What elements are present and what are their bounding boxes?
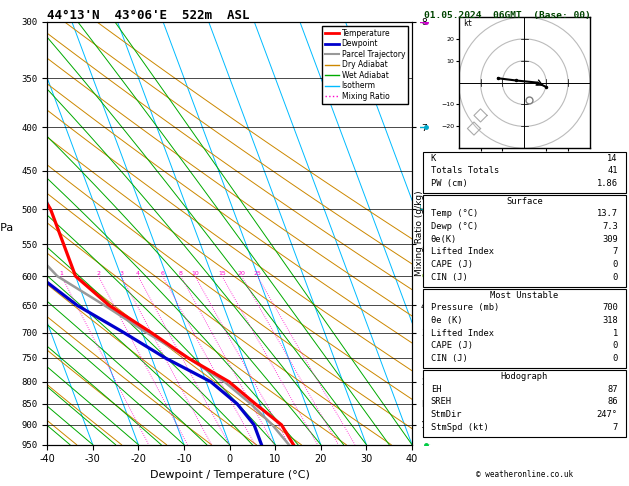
Text: 15: 15 (218, 271, 226, 276)
Text: Mixing Ratio (g/kg): Mixing Ratio (g/kg) (415, 191, 424, 276)
Text: 41: 41 (607, 166, 618, 175)
Text: CIN (J): CIN (J) (431, 273, 467, 282)
Text: 6: 6 (161, 271, 165, 276)
Text: Temp (°C): Temp (°C) (431, 209, 478, 219)
Text: 247°: 247° (597, 410, 618, 419)
Text: 318: 318 (602, 316, 618, 325)
Text: 700: 700 (602, 303, 618, 312)
Text: StmSpd (kt): StmSpd (kt) (431, 422, 489, 432)
Text: EH: EH (431, 384, 442, 394)
Text: 1: 1 (613, 329, 618, 338)
Text: 7: 7 (613, 422, 618, 432)
Text: 1: 1 (60, 271, 64, 276)
Text: CIN (J): CIN (J) (431, 354, 467, 363)
Text: PW (cm): PW (cm) (431, 179, 467, 188)
Text: 1.86: 1.86 (597, 179, 618, 188)
Text: Surface: Surface (506, 197, 543, 206)
Text: 0: 0 (613, 341, 618, 350)
Text: 7.3: 7.3 (602, 222, 618, 231)
Text: 3: 3 (120, 271, 123, 276)
Text: 86: 86 (607, 397, 618, 406)
Y-axis label: hPa: hPa (0, 223, 13, 233)
Text: 4: 4 (136, 271, 140, 276)
Text: Totals Totals: Totals Totals (431, 166, 499, 175)
Legend: Temperature, Dewpoint, Parcel Trajectory, Dry Adiabat, Wet Adiabat, Isotherm, Mi: Temperature, Dewpoint, Parcel Trajectory… (322, 26, 408, 104)
Bar (423, 152, 626, 193)
Text: 01.05.2024  06GMT  (Base: 00): 01.05.2024 06GMT (Base: 00) (424, 11, 591, 20)
Text: 7: 7 (613, 247, 618, 257)
Text: 309: 309 (602, 235, 618, 244)
Text: 0: 0 (613, 260, 618, 269)
Text: Most Unstable: Most Unstable (490, 291, 559, 300)
Text: θe (K): θe (K) (431, 316, 462, 325)
X-axis label: Dewpoint / Temperature (°C): Dewpoint / Temperature (°C) (150, 470, 309, 480)
Text: 10: 10 (191, 271, 199, 276)
Text: θe(K): θe(K) (431, 235, 457, 244)
Text: StmDir: StmDir (431, 410, 462, 419)
Y-axis label: km
ASL: km ASL (453, 233, 471, 255)
Text: 14: 14 (607, 154, 618, 162)
Text: 13.7: 13.7 (597, 209, 618, 219)
Text: 44°13'N  43°06'E  522m  ASL: 44°13'N 43°06'E 522m ASL (47, 9, 250, 22)
Text: CAPE (J): CAPE (J) (431, 341, 473, 350)
Text: SREH: SREH (431, 397, 452, 406)
Text: © weatheronline.co.uk: © weatheronline.co.uk (476, 470, 573, 480)
Text: 25: 25 (253, 271, 261, 276)
Text: 0: 0 (613, 354, 618, 363)
Bar (423, 289, 626, 368)
Text: 20: 20 (238, 271, 246, 276)
Bar (423, 370, 626, 436)
Text: Hodograph: Hodograph (501, 372, 548, 381)
Text: Dewp (°C): Dewp (°C) (431, 222, 478, 231)
Text: Lifted Index: Lifted Index (431, 329, 494, 338)
Text: Lifted Index: Lifted Index (431, 247, 494, 257)
Text: Pressure (mb): Pressure (mb) (431, 303, 499, 312)
Text: 87: 87 (607, 384, 618, 394)
Bar (423, 195, 626, 287)
Text: 8: 8 (179, 271, 182, 276)
Text: kt: kt (463, 19, 472, 28)
Text: CAPE (J): CAPE (J) (431, 260, 473, 269)
Text: K: K (431, 154, 436, 162)
Text: 0: 0 (613, 273, 618, 282)
Text: 2: 2 (96, 271, 101, 276)
